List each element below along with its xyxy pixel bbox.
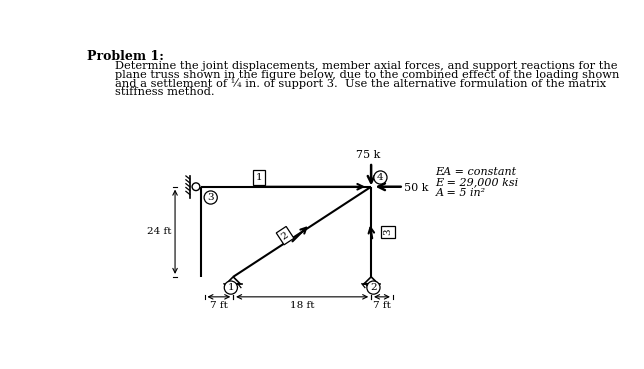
Text: 3: 3: [384, 228, 393, 235]
Text: 18 ft: 18 ft: [290, 301, 314, 310]
Text: 2: 2: [370, 283, 377, 292]
Text: 7 ft: 7 ft: [373, 301, 391, 310]
Text: Determine the joint displacements, member axial forces, and support reactions fo: Determine the joint displacements, membe…: [115, 61, 617, 71]
Text: 50 k: 50 k: [404, 183, 429, 193]
Text: stiffness method.: stiffness method.: [115, 87, 214, 97]
Text: and a settlement of ¼ in. of support 3.  Use the alternative formulation of the : and a settlement of ¼ in. of support 3. …: [115, 78, 606, 89]
Text: 1: 1: [227, 283, 234, 292]
Text: 7 ft: 7 ft: [210, 301, 228, 310]
Text: 1: 1: [256, 173, 262, 182]
Text: 75 k: 75 k: [355, 150, 380, 160]
Text: A = 5 in²: A = 5 in²: [435, 187, 486, 197]
Text: E = 29,000 ksi: E = 29,000 ksi: [435, 177, 518, 187]
Text: plane truss shown in the figure below, due to the combined effect of the loading: plane truss shown in the figure below, d…: [115, 70, 619, 80]
Text: 2: 2: [280, 230, 290, 241]
Text: Problem 1:: Problem 1:: [87, 51, 164, 63]
Text: 24 ft: 24 ft: [147, 227, 172, 236]
Text: EA = constant: EA = constant: [435, 168, 516, 177]
Circle shape: [192, 183, 200, 190]
Text: 3: 3: [207, 193, 214, 202]
Text: 4: 4: [377, 173, 384, 182]
